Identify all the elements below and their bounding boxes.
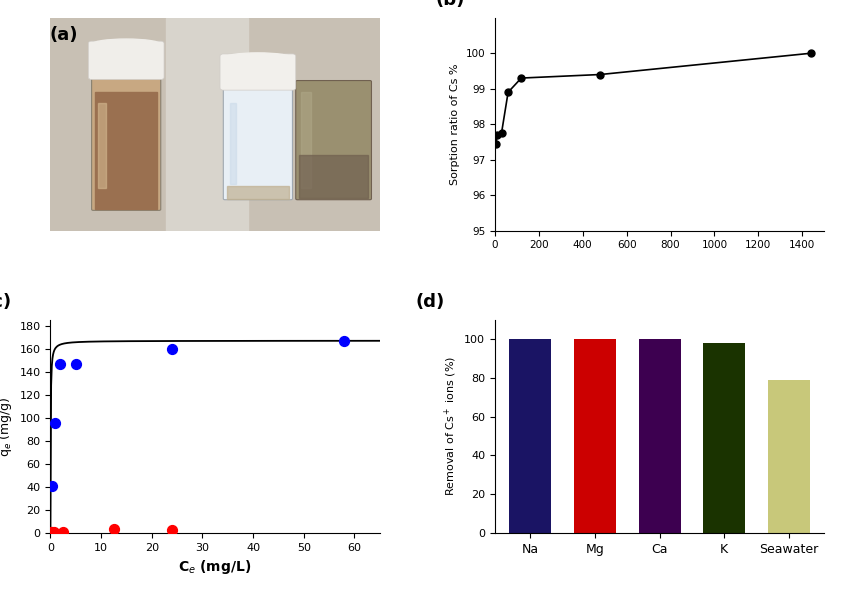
Point [47,527,61,536]
Ellipse shape [92,39,161,50]
Bar [95,92,157,210]
Bar [574,339,616,533]
Y-axis label: Sorption ratio of Cs %: Sorption ratio of Cs % [450,63,460,185]
Bar [299,155,368,198]
Bar [638,339,680,533]
Bar [301,92,310,188]
FancyBboxPatch shape [92,70,161,210]
Point [45,481,59,491]
Point [69,359,82,368]
Point [107,525,120,534]
Point [45,527,59,537]
Point [337,336,351,345]
Bar [98,103,107,188]
Y-axis label: q$_e$ (mg/g): q$_e$ (mg/g) [0,396,14,457]
Bar [510,339,552,533]
Point [44,527,57,537]
FancyBboxPatch shape [296,81,372,200]
Y-axis label: Removal of Cs$^+$ ions (%): Removal of Cs$^+$ ions (%) [442,356,458,497]
Text: (d): (d) [416,294,445,311]
Bar [226,186,289,199]
FancyBboxPatch shape [88,41,164,79]
Bar [703,343,745,533]
FancyBboxPatch shape [220,54,296,90]
Bar [166,18,248,231]
Ellipse shape [224,53,293,63]
Point [48,418,61,427]
Text: (c): (c) [0,294,12,311]
Point [166,344,179,353]
FancyBboxPatch shape [224,81,293,200]
Point [53,359,66,368]
Text: (a): (a) [50,26,78,44]
Text: (b): (b) [436,0,465,9]
Point [166,525,179,535]
X-axis label: C$_e$ (mg/L): C$_e$ (mg/L) [178,558,251,576]
Bar [768,380,810,533]
Bar [230,103,236,184]
Point [56,527,70,536]
